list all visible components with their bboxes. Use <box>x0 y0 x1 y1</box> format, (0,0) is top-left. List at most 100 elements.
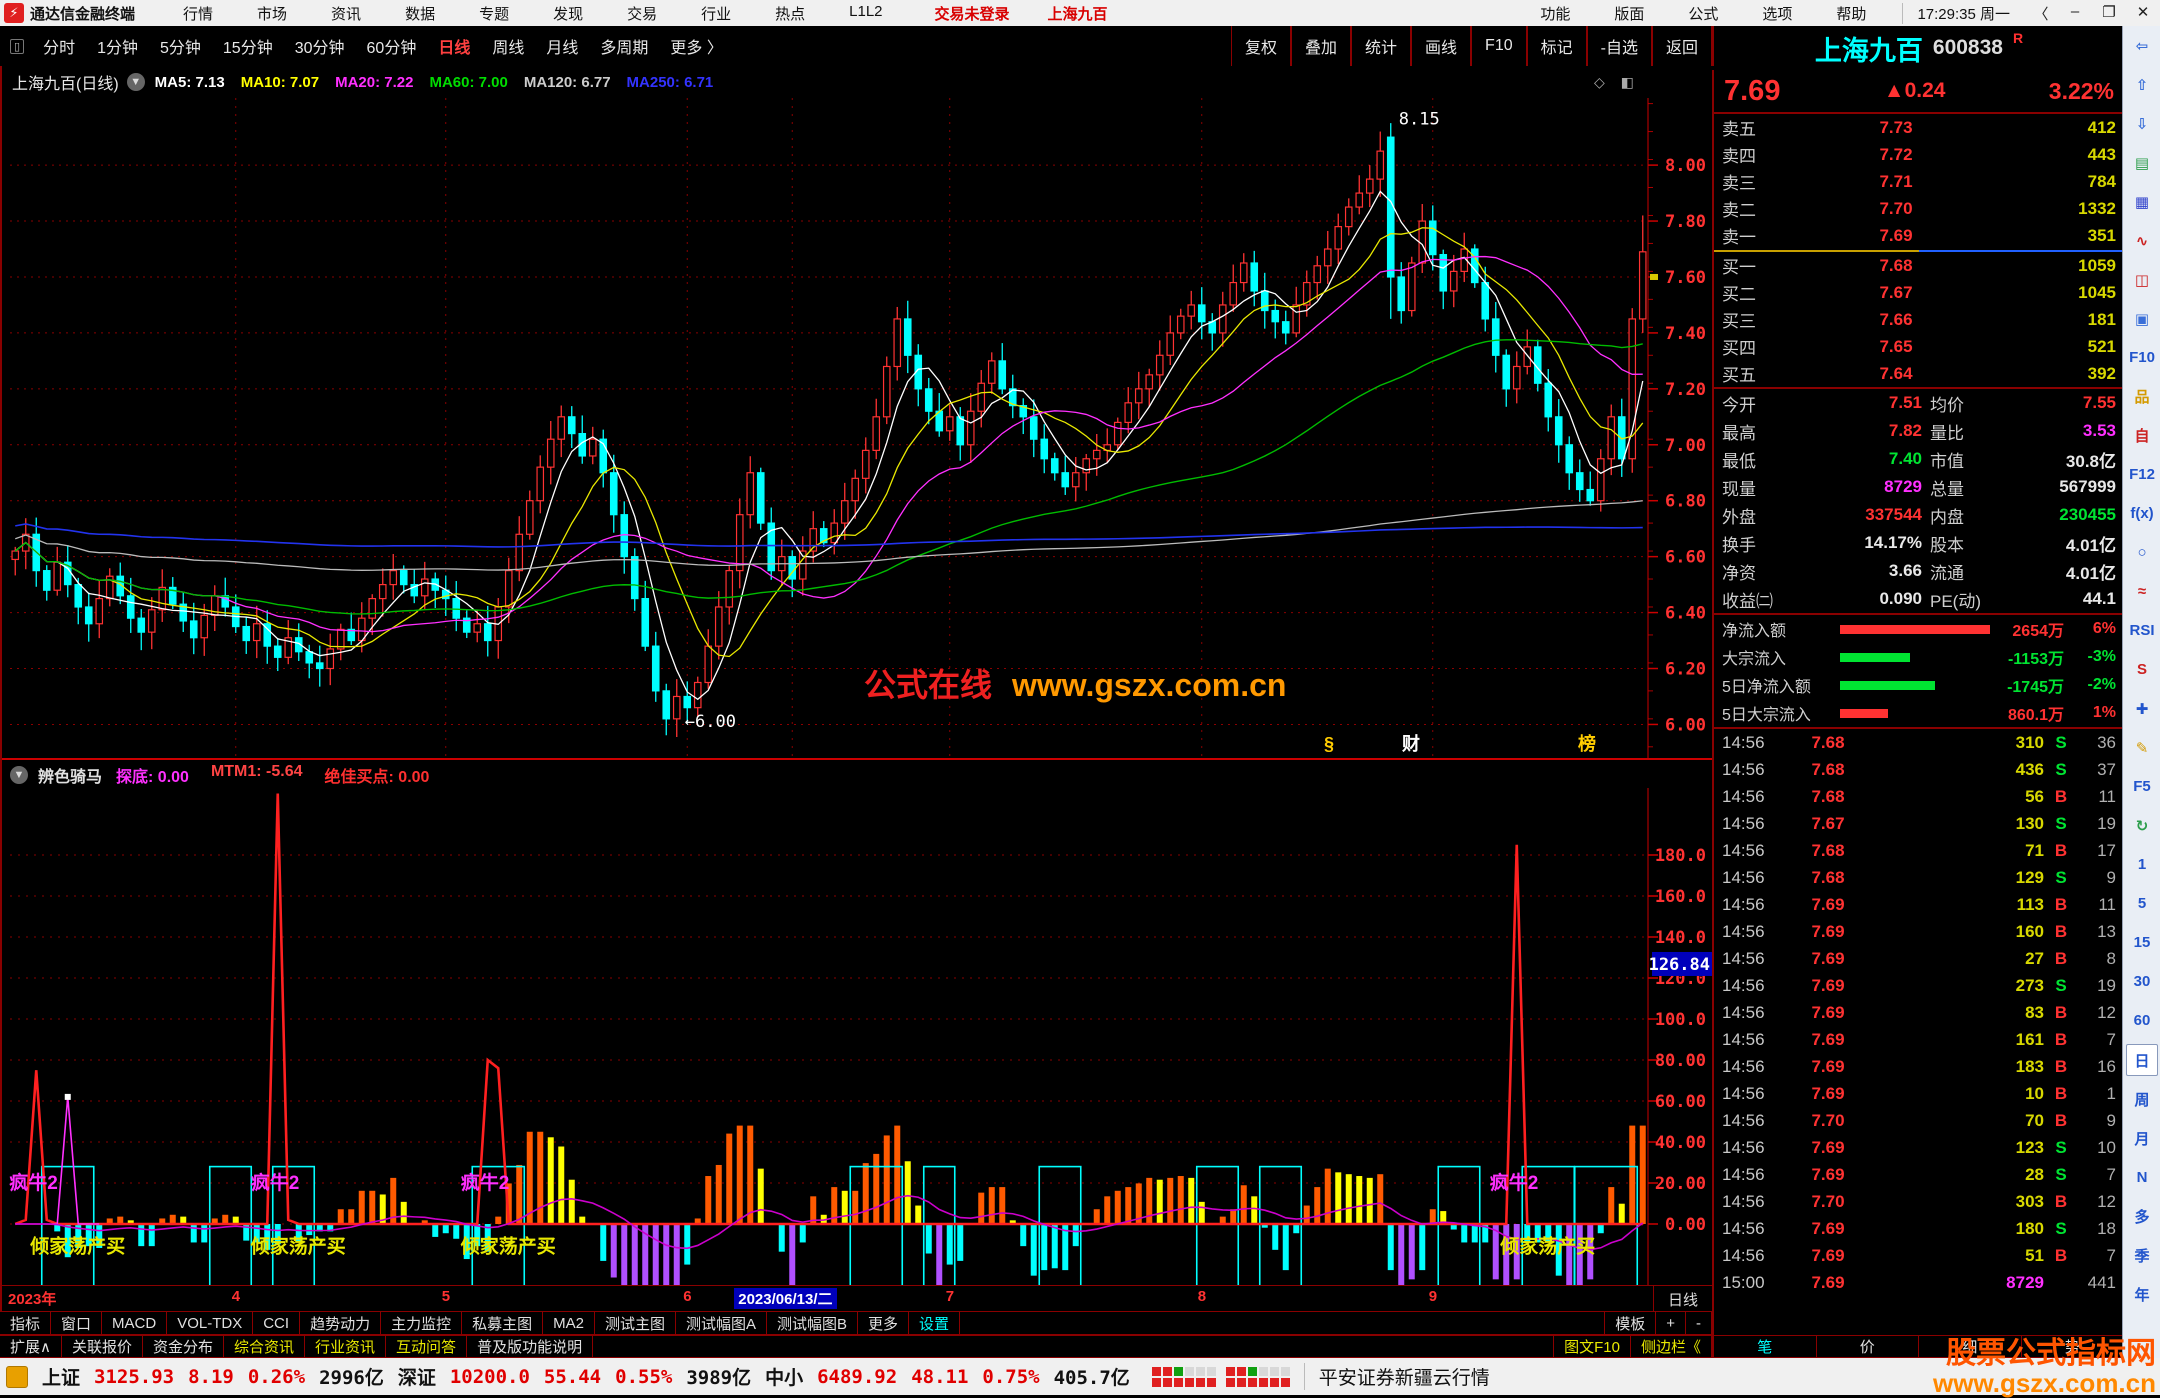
menu-行情[interactable]: 行情 <box>183 5 214 23</box>
quote-tab-价[interactable]: 价 <box>1815 1335 1919 1358</box>
period-15分钟[interactable]: 15分钟 <box>222 40 273 57</box>
tab-扩展∧[interactable]: 扩展∧ <box>0 1335 62 1358</box>
tick-row[interactable]: 14:56 7.69 183 B 16 <box>1714 1053 2124 1080</box>
f5-icon[interactable]: F5 <box>2133 778 2151 795</box>
ask-row[interactable]: 卖四 7.72 443 <box>1714 141 2124 168</box>
zixuan-icon[interactable]: 自 <box>2134 428 2150 445</box>
back-button[interactable]: 〈 <box>2033 5 2049 23</box>
tab-关联报价[interactable]: 关联报价 <box>60 1335 143 1358</box>
bid-row[interactable]: 买一 7.68 1059 <box>1714 252 2124 279</box>
ask-row[interactable]: 卖一 7.69 351 <box>1714 222 2124 249</box>
period-quarter-icon[interactable]: 季 <box>2134 1248 2150 1265</box>
period-更多 〉[interactable]: 更多 〉 <box>670 40 723 57</box>
period-15-icon[interactable]: 15 <box>2133 934 2151 951</box>
tick-row[interactable]: 14:56 7.69 123 S 10 <box>1714 1134 2124 1161</box>
tab-普及版功能说明[interactable]: 普及版功能说明 <box>466 1335 594 1358</box>
tick-row[interactable]: 14:56 7.69 161 B 7 <box>1714 1026 2124 1053</box>
tick-row[interactable]: 14:56 7.67 130 S 19 <box>1714 810 2124 837</box>
formula-icon[interactable]: f(x) <box>2130 505 2154 522</box>
period-1-icon[interactable]: 1 <box>2137 856 2147 873</box>
tab-趋势动力[interactable]: 趋势动力 <box>299 1311 382 1335</box>
chevron-down-icon[interactable]: ▼ <box>126 73 145 91</box>
tab-CCI[interactable]: CCI <box>252 1311 301 1335</box>
tick-row[interactable]: 14:56 7.69 180 S 18 <box>1714 1215 2124 1242</box>
back-icon[interactable]: ⇦ <box>2135 37 2149 55</box>
restore-button[interactable]: ❐ <box>2102 3 2116 21</box>
period-day-icon[interactable]: 日 <box>2126 1044 2158 1076</box>
tick-row[interactable]: 14:56 7.69 10 B 1 <box>1714 1080 2124 1107</box>
index-name[interactable]: 中小 <box>765 1368 804 1389</box>
toolbar-button-复权[interactable]: 复权 <box>1230 26 1291 66</box>
tab-图文F10[interactable]: 图文F10 <box>1553 1335 1631 1358</box>
login-status[interactable]: 交易未登录 <box>934 5 1010 23</box>
tick-list[interactable]: 14:56 7.68 310 S 36 14:56 7.68 436 S 37 14:56 7.68 5… <box>1714 727 2124 1296</box>
menu-版面[interactable]: 版面 <box>1614 5 1645 23</box>
menu-帮助[interactable]: 帮助 <box>1836 5 1867 23</box>
kline-chart[interactable]: 8.00 7.80 7.60 7.40 7.20 7.00 6.80 6.60 6.40 6.20… <box>2 98 1714 758</box>
refresh-icon[interactable]: ↻ <box>2135 817 2149 835</box>
menu-行业[interactable]: 行业 <box>701 5 732 23</box>
index-name[interactable]: 深证 <box>397 1368 436 1389</box>
menu-市场[interactable]: 市场 <box>257 5 288 23</box>
wave-icon[interactable]: ≈ <box>2137 583 2147 600</box>
bid-row[interactable]: 买三 7.66 181 <box>1714 306 2124 333</box>
pages-icon[interactable]: ▣ <box>2134 310 2150 328</box>
tab-测试幅图B[interactable]: 测试幅图B <box>765 1311 858 1335</box>
chart-corner-icon[interactable]: ◧ <box>1620 73 1634 90</box>
menu-热点[interactable]: 热点 <box>775 5 806 23</box>
tick-row[interactable]: 14:56 7.68 436 S 37 <box>1714 756 2124 783</box>
bid-row[interactable]: 买五 7.64 392 <box>1714 360 2124 387</box>
toolbar-button-F10[interactable]: F10 <box>1471 26 1527 66</box>
ask-row[interactable]: 卖三 7.71 784 <box>1714 168 2124 195</box>
quote-tab-笔[interactable]: 笔 <box>1713 1335 1817 1358</box>
period-分时[interactable]: 分时 <box>43 40 76 57</box>
tick-row[interactable]: 14:56 7.68 129 S 9 <box>1714 864 2124 891</box>
tick-row[interactable]: 15:00 7.69 8729 441 <box>1714 1269 2124 1296</box>
scroll-up-icon[interactable]: ⇧ <box>2135 76 2149 94</box>
tab-指标[interactable]: 指标 <box>0 1311 52 1335</box>
period-60-icon[interactable]: 60 <box>2133 1012 2151 1029</box>
tick-row[interactable]: 14:56 7.68 310 S 36 <box>1714 729 2124 756</box>
minimize-button[interactable]: – <box>2070 2 2080 20</box>
tab-模板[interactable]: 模板 <box>1604 1311 1657 1335</box>
tick-row[interactable]: 14:56 7.69 27 B 8 <box>1714 945 2124 972</box>
edit-icon[interactable]: ✎ <box>2135 739 2149 757</box>
menu-专题[interactable]: 专题 <box>479 5 510 23</box>
indicator-chart[interactable]: 疯牛2疯牛2疯牛2疯牛2倾家荡产买倾家荡产买倾家荡产买倾家荡产买疯牛疯牛疯牛疯牛… <box>2 788 1714 1351</box>
menu-交易[interactable]: 交易 <box>627 5 658 23</box>
period-5-icon[interactable]: 5 <box>2137 895 2147 912</box>
circle-icon[interactable]: ○ <box>2137 544 2147 561</box>
tree-icon[interactable]: 品 <box>2134 389 2150 406</box>
money-icon[interactable]: S <box>2136 661 2147 678</box>
menu-数据[interactable]: 数据 <box>405 5 436 23</box>
tab--[interactable]: - <box>1685 1311 1712 1335</box>
move-icon[interactable]: ✚ <box>2135 700 2149 718</box>
period-周线[interactable]: 周线 <box>492 40 525 57</box>
tab-+[interactable]: + <box>1655 1311 1686 1335</box>
toolbar-button-返回[interactable]: 返回 <box>1651 26 1712 66</box>
period-multi-icon[interactable]: 多 <box>2134 1209 2150 1226</box>
period-1分钟[interactable]: 1分钟 <box>97 40 138 57</box>
tick-row[interactable]: 14:56 7.69 83 B 12 <box>1714 999 2124 1026</box>
toolbar-button-统计[interactable]: 统计 <box>1351 26 1412 66</box>
tick-row[interactable]: 14:56 7.70 70 B 9 <box>1714 1107 2124 1134</box>
tab-MA2[interactable]: MA2 <box>542 1311 595 1335</box>
tick-row[interactable]: 14:56 7.68 71 B 17 <box>1714 837 2124 864</box>
tab-互动问答[interactable]: 互动问答 <box>385 1335 468 1358</box>
toolbar-button--自选[interactable]: -自选 <box>1586 26 1652 66</box>
period-month-icon[interactable]: 月 <box>2134 1131 2150 1148</box>
tab-测试幅图A[interactable]: 测试幅图A <box>674 1311 767 1335</box>
period-月线[interactable]: 月线 <box>546 40 579 57</box>
ask-row[interactable]: 卖五 7.73 412 <box>1714 114 2124 141</box>
index-name[interactable]: 上证 <box>42 1368 81 1389</box>
tab-侧边栏《[interactable]: 侧边栏《 <box>1629 1335 1712 1358</box>
close-button[interactable]: ✕ <box>2136 3 2150 21</box>
tab-设置[interactable]: 设置 <box>908 1311 961 1335</box>
tick-row[interactable]: 14:56 7.68 56 B 11 <box>1714 783 2124 810</box>
rsi-icon[interactable]: RSI <box>2129 622 2155 639</box>
period-30-icon[interactable]: 30 <box>2133 973 2151 990</box>
trend-icon[interactable]: ∿ <box>2135 232 2149 250</box>
indicator-title[interactable]: 辨色骑马 <box>38 769 103 786</box>
bid-row[interactable]: 买二 7.67 1045 <box>1714 279 2124 306</box>
period-5分钟[interactable]: 5分钟 <box>159 40 201 57</box>
